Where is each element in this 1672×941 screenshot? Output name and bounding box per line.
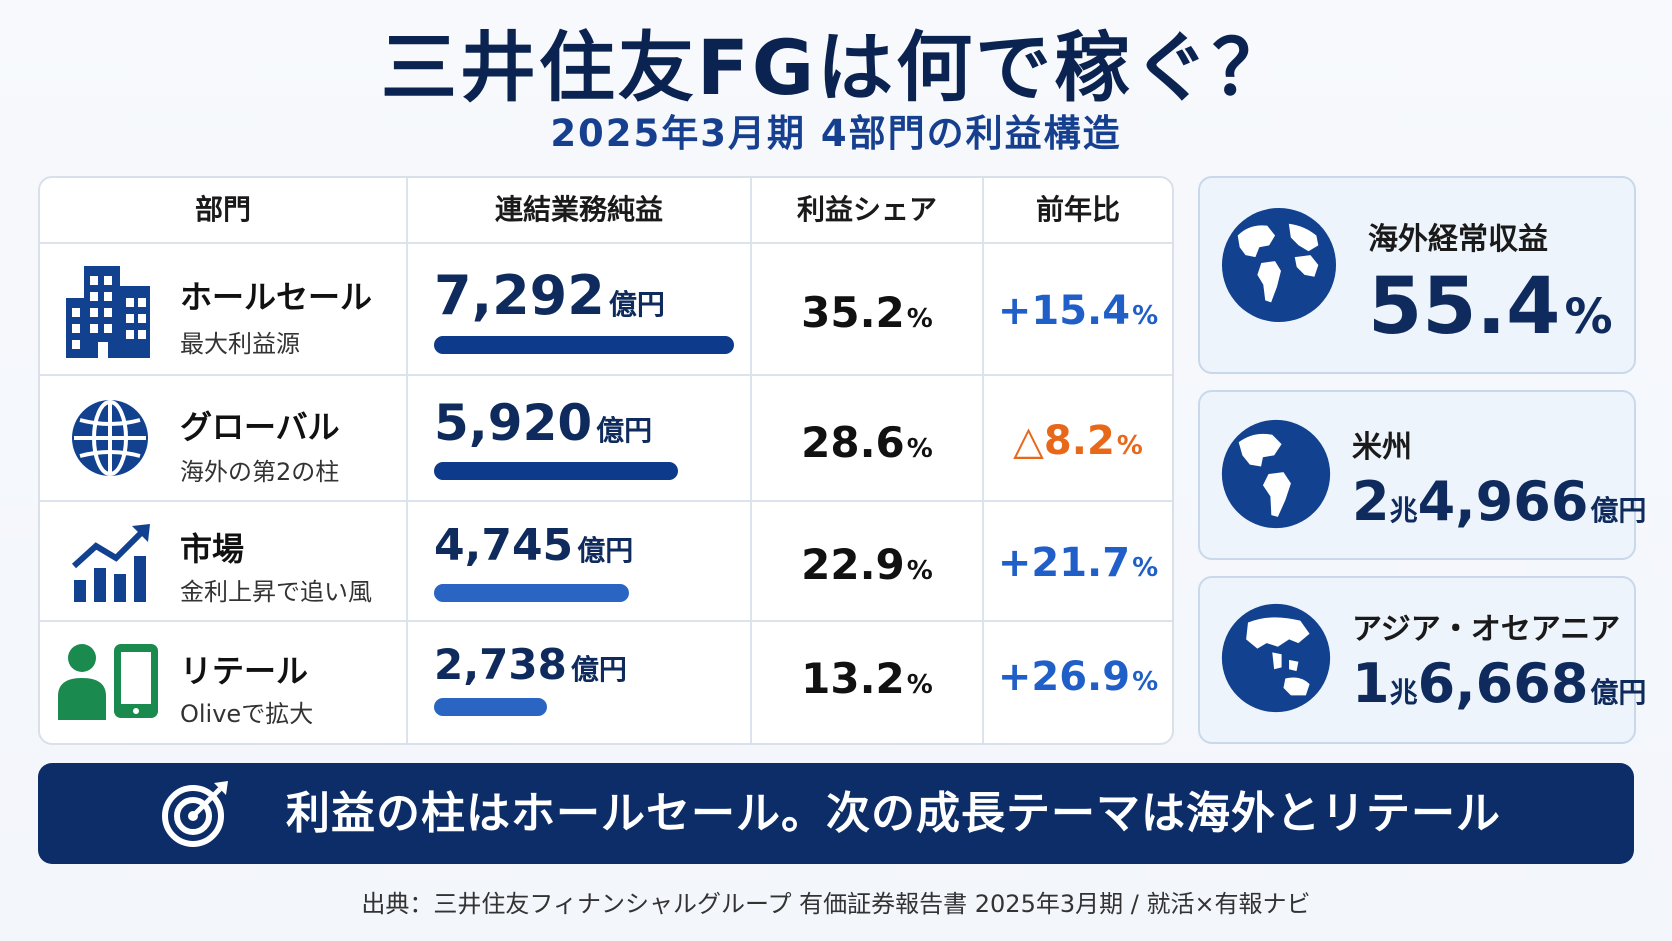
americas-label: 米州 — [1352, 430, 1412, 465]
amount-bar — [434, 584, 629, 602]
yoy-value: +21.7% — [997, 540, 1159, 586]
asia-value: 1兆6,668億円 — [1352, 652, 1647, 715]
table-row: グローバル 海外の第2の柱 5,920 億円 28.6% △8.2% — [40, 374, 1172, 500]
yoy-value: +26.9% — [997, 654, 1159, 700]
segment-desc: 最大利益源 — [180, 330, 300, 358]
segment-name: グローバル — [180, 408, 340, 446]
office-building-icon — [66, 266, 150, 358]
header-share: 利益シェア — [752, 178, 984, 242]
overseas-value: 55.4% — [1368, 262, 1613, 352]
globe-asia-icon — [1221, 603, 1331, 713]
segment-desc: 金利上昇で追い風 — [180, 578, 372, 606]
page-subtitle: 2025年3月期 4部門の利益構造 — [550, 112, 1122, 155]
share-value: 35.2% — [801, 288, 933, 337]
amount-label: 7,292 億円 — [434, 264, 665, 327]
segment-desc: Oliveで拡大 — [180, 700, 314, 728]
person-smartphone-icon — [58, 644, 158, 720]
amount-bar — [434, 462, 678, 480]
rising-chart-icon — [71, 524, 150, 602]
amount-label: 4,745 億円 — [434, 520, 634, 571]
amount-label: 2,738 億円 — [434, 640, 627, 689]
header-yoy: 前年比 — [1035, 193, 1120, 226]
source-note: 出典：三井住友フィナンシャルグループ 有価証券報告書 2025年3月期 / 就活… — [361, 890, 1311, 918]
page-title: 三井住友FGは何で稼ぐ？ — [380, 23, 1292, 112]
segment-name: 市場 — [180, 530, 245, 568]
segment-name: リテール — [180, 652, 309, 690]
globe-grid-icon — [72, 400, 148, 476]
yoy-value: △8.2% — [1013, 418, 1143, 464]
globe-americas-icon — [1221, 419, 1331, 529]
summary-banner: 利益の柱はホールセール。次の成長テーマは海外とリテール — [38, 763, 1634, 864]
segment-desc: 海外の第2の柱 — [180, 458, 340, 486]
yoy-value: +15.4% — [997, 288, 1159, 334]
share-value: 13.2% — [801, 654, 933, 703]
table-row: ホールセール 最大利益源 7,292 億円 35.2% +15.4% — [40, 242, 1172, 374]
header-segment: 部門 — [40, 178, 408, 242]
asia-oceania-card: アジア・オセアニア 1兆6,668億円 — [1198, 576, 1646, 744]
share-value: 28.6% — [801, 418, 933, 467]
table-row: リテール Oliveで拡大 2,738 億円 13.2% +26.9% — [40, 620, 1172, 743]
amount-bar — [434, 336, 734, 354]
segment-table: 部門 連結業務純益 利益シェア 前年比 — [38, 176, 1174, 745]
overseas-label: 海外経常収益 — [1368, 222, 1548, 257]
header-profit: 連結業務純益 — [408, 178, 752, 242]
table-row: 市場 金利上昇で追い風 4,745 億円 22.9% +21.7% — [40, 500, 1172, 620]
americas-card: 米州 2兆4,966億円 — [1198, 390, 1646, 560]
globe-icon — [1221, 207, 1337, 323]
target-icon — [162, 781, 228, 847]
americas-value: 2兆4,966億円 — [1352, 470, 1647, 533]
segment-name: ホールセール — [180, 278, 373, 316]
asia-label: アジア・オセアニア — [1352, 612, 1621, 647]
share-value: 22.9% — [801, 540, 933, 589]
amount-bar — [434, 698, 547, 716]
banner-text: 利益の柱はホールセール。次の成長テーマは海外とリテール — [286, 788, 1501, 839]
amount-label: 5,920 億円 — [434, 394, 653, 452]
overseas-revenue-card: 海外経常収益 55.4% — [1198, 176, 1636, 374]
